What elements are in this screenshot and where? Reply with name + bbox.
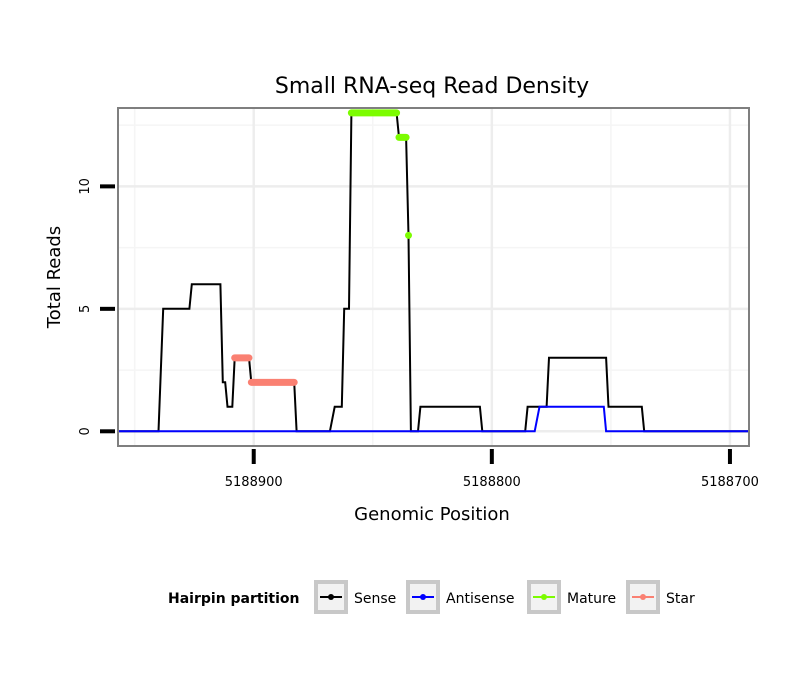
legend-label-star: Star <box>666 591 695 607</box>
y-axis: 0 5 10 <box>78 178 115 435</box>
chart-title: Small RNA-seq Read Density <box>275 74 589 99</box>
y-tick-label: 5 <box>78 305 93 313</box>
x-tick-label: 5188800 <box>463 475 521 490</box>
y-tick-label: 0 <box>78 427 93 435</box>
legend-key-point <box>541 594 547 600</box>
legend-label-sense: Sense <box>354 591 396 607</box>
y-axis-title: Total Reads <box>44 226 65 329</box>
plot-panel-border <box>117 107 750 447</box>
series-line-antisense <box>118 405 749 433</box>
legend-key-point <box>640 594 646 600</box>
series-layer <box>118 109 749 433</box>
x-tick-label: 5188700 <box>701 475 759 490</box>
x-tick-label: 5188900 <box>225 475 283 490</box>
y-tick-label: 10 <box>78 178 93 195</box>
legend-title: Hairpin partition <box>168 591 299 607</box>
legend-label-antisense: Antisense <box>446 591 515 607</box>
legend-label-mature: Mature <box>567 591 616 607</box>
x-axis: 5188900 5188800 5188700 <box>225 449 759 490</box>
series-point-mature <box>404 231 412 239</box>
plot-background <box>118 108 749 446</box>
legend-key-point <box>328 594 334 600</box>
x-axis-title: Genomic Position <box>354 504 510 525</box>
legend-key-point <box>420 594 426 600</box>
legend: Hairpin partition Sense Antisense Mature St… <box>168 580 695 614</box>
